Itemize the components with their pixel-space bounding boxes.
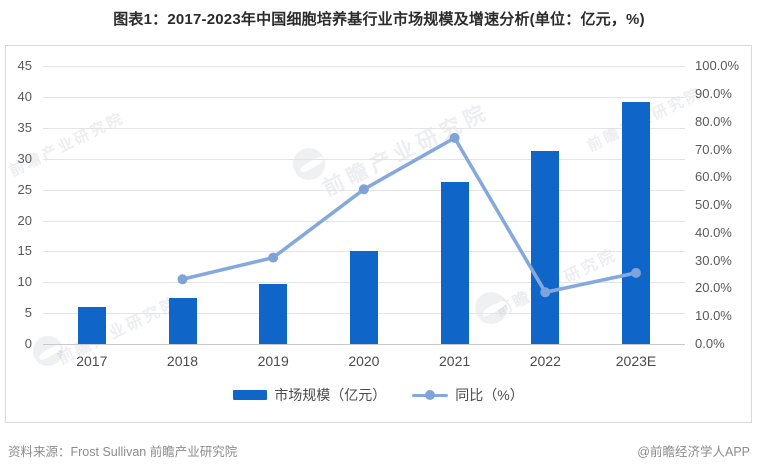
left-axis-tick: 0 xyxy=(24,336,32,351)
growth-marker xyxy=(268,252,279,263)
legend: 市场规模（亿元） 同比（%） xyxy=(6,384,751,406)
right-axis-tick: 100.0% xyxy=(695,58,740,74)
gridline xyxy=(43,97,685,99)
growth-line xyxy=(180,136,638,295)
x-axis-label-2019: 2019 xyxy=(257,353,289,369)
x-axis-label-2022: 2022 xyxy=(529,353,561,369)
bar-2023E xyxy=(622,102,650,344)
left-axis-tick: 15 xyxy=(17,243,32,259)
right-axis-tick: 90.0% xyxy=(695,86,732,101)
gridline xyxy=(43,66,685,68)
left-axis-tick: 20 xyxy=(17,212,32,228)
right-axis-tick: 40.0% xyxy=(695,224,732,240)
legend-item-market-size: 市场规模（亿元） xyxy=(233,385,386,405)
gridline xyxy=(43,344,685,345)
bar-2020 xyxy=(349,250,378,344)
x-axis-label-2021: 2021 xyxy=(439,353,471,369)
footer: 资料来源：Frost Sullivan 前瞻产业研究院 @前瞻经济学人APP xyxy=(0,441,758,459)
gridline xyxy=(43,127,685,129)
x-axis-label-2020: 2020 xyxy=(348,353,380,369)
right-axis-tick: 20.0% xyxy=(695,280,732,296)
bar-2022 xyxy=(531,151,560,344)
left-axis-tick: 25 xyxy=(17,181,32,197)
watermark-logo-icon xyxy=(475,292,507,324)
right-axis-tick: 80.0% xyxy=(695,113,732,129)
right-axis-tick: 30.0% xyxy=(695,252,732,268)
gridline xyxy=(43,189,685,191)
right-axis-tick: 50.0% xyxy=(695,197,732,213)
watermark-text: 前瞻产业研究院 xyxy=(6,109,128,181)
credit-note: @前瞻经济学人APP xyxy=(637,445,750,459)
legend-item-growth: 同比（%） xyxy=(412,385,524,405)
watermark-logo-icon xyxy=(293,148,325,180)
legend-bar-swatch xyxy=(233,390,268,400)
bar-2019 xyxy=(259,284,288,344)
plot-panel: 前瞻产业研究院 前瞻产业研究院 前瞻产业研究院 前瞻产业研究院 前瞻产业研究院 … xyxy=(5,45,752,423)
x-axis-label-2017: 2017 xyxy=(76,353,108,369)
left-axis-tick: 30 xyxy=(17,150,32,166)
source-note: 资料来源：Frost Sullivan 前瞻产业研究院 xyxy=(8,445,238,459)
gridline xyxy=(43,220,685,222)
x-axis-label-2018: 2018 xyxy=(166,353,199,369)
left-axis-tick: 40 xyxy=(17,89,32,105)
legend-label-market-size: 市场规模（亿元） xyxy=(274,387,387,403)
legend-line-swatch xyxy=(412,389,449,401)
bar-2021 xyxy=(440,181,469,344)
right-axis-tick: 60.0% xyxy=(695,169,732,185)
left-axis-tick: 35 xyxy=(17,119,32,135)
legend-line-marker-icon xyxy=(425,390,436,400)
right-axis-tick: 0.0% xyxy=(695,336,725,351)
bar-2017 xyxy=(77,307,106,344)
chart-title: 图表1：2017-2023年中国细胞培养基行业市场规模及增速分析(单位：亿元，%… xyxy=(113,11,645,28)
right-axis-tick: 10.0% xyxy=(695,308,732,324)
left-axis-tick: 10 xyxy=(17,274,32,290)
left-axis-tick: 45 xyxy=(17,58,32,74)
gridline xyxy=(43,158,685,160)
growth-marker xyxy=(449,132,460,143)
bar-2018 xyxy=(168,298,197,344)
left-axis-tick: 5 xyxy=(24,305,32,321)
right-axis-tick: 70.0% xyxy=(695,141,732,157)
x-axis-label-2023E: 2023E xyxy=(615,353,657,369)
legend-label-growth: 同比（%） xyxy=(455,387,524,403)
